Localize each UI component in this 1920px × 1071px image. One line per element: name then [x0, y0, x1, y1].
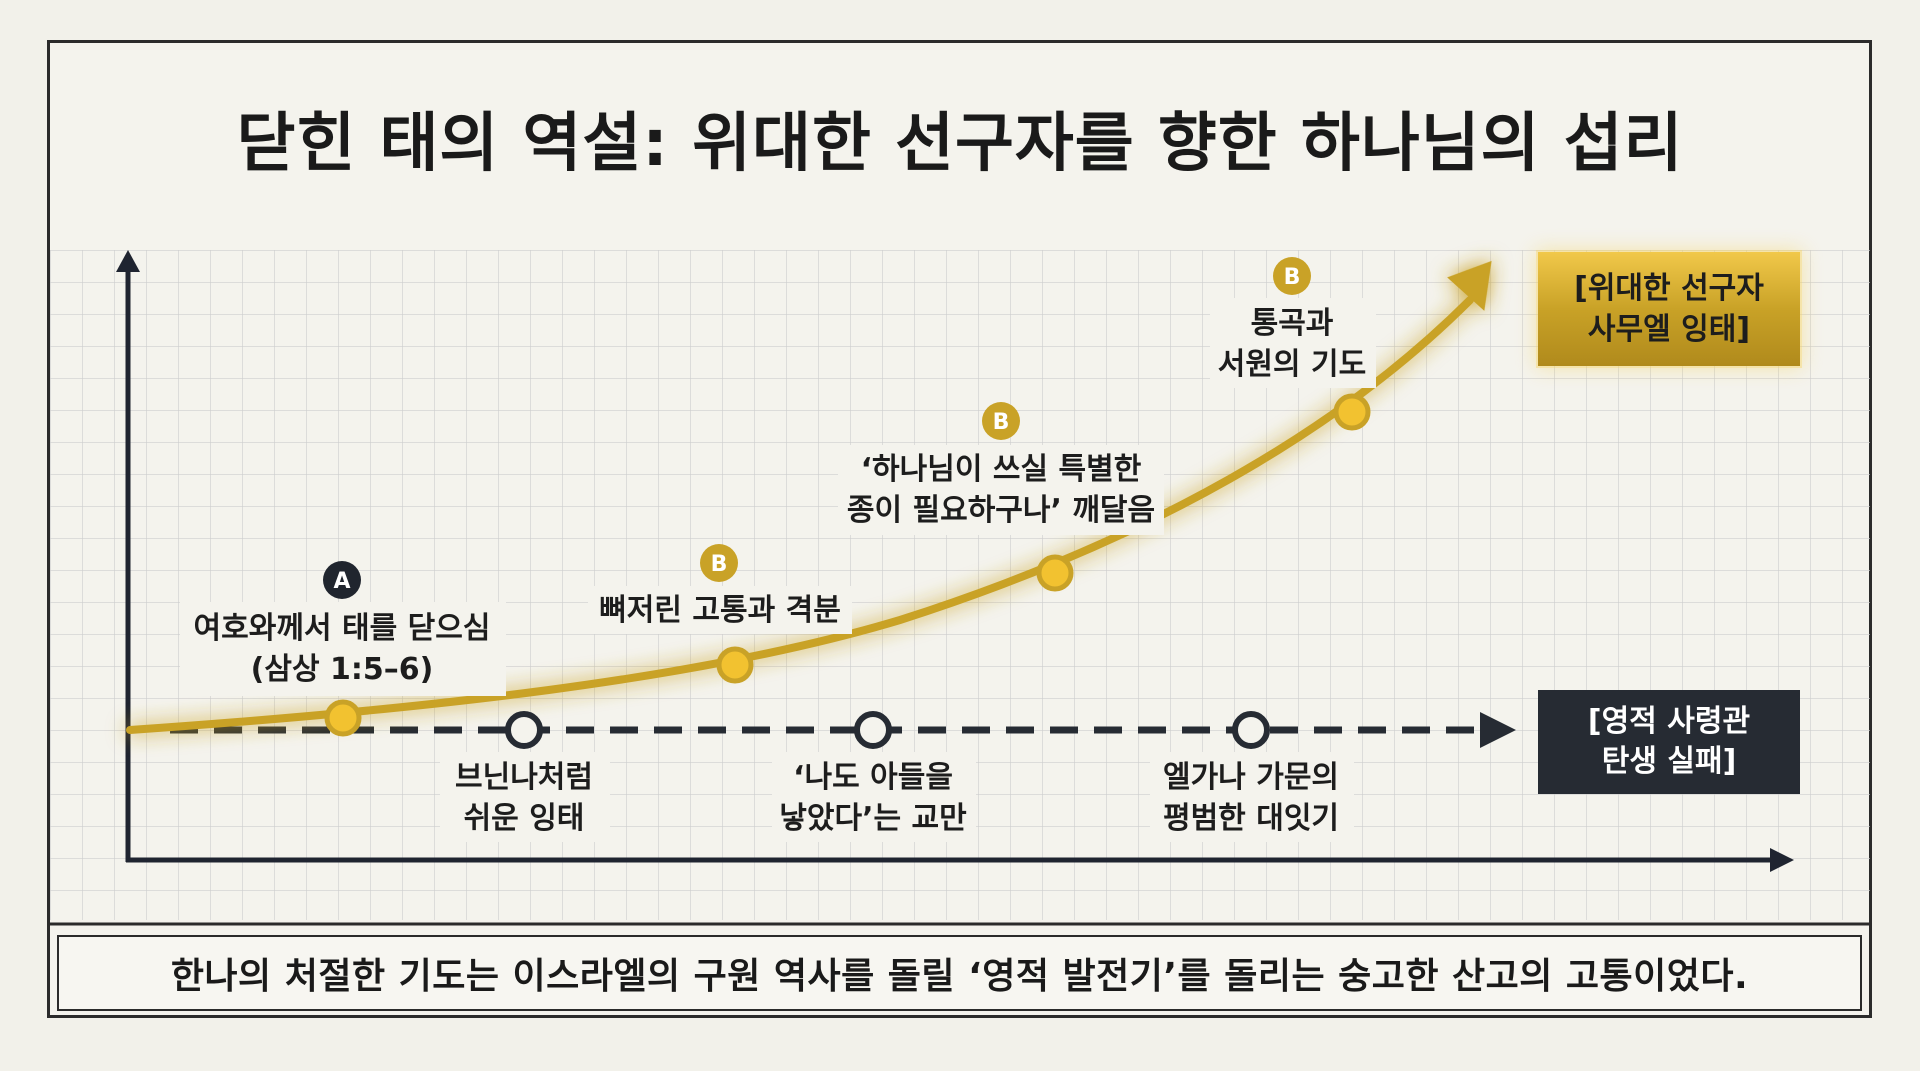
flat-label-2-line1: ‘나도 아들을	[793, 760, 953, 795]
badge-b2: B	[982, 402, 1020, 440]
flat-label-3-line1: 엘가나 가문의	[1163, 760, 1339, 795]
rising-label-a-line2: (삼상 1:5–6)	[251, 652, 434, 687]
label-bg	[772, 752, 976, 842]
badge-b1: B	[700, 544, 738, 582]
outcome-success-box	[1538, 252, 1800, 366]
flat-node-3	[1232, 711, 1270, 749]
rising-label-b1: 뼈저린 고통과 격분	[588, 586, 852, 634]
label-bg	[1210, 298, 1376, 388]
x-axis-arrowhead	[1770, 848, 1794, 872]
label-bg	[180, 602, 506, 696]
label-bg	[1150, 752, 1354, 842]
outcome-failure-line1: [영적 사령관	[1588, 704, 1750, 739]
rising-label-a: 여호와께서 태를 닫으심 (삼상 1:5–6)	[180, 602, 506, 696]
badge-b3: B	[1273, 257, 1311, 295]
flat-nodes	[505, 711, 1270, 749]
outcome-failure-line2: 탄생 실패]	[1602, 744, 1737, 779]
flat-label-1-line2: 쉬운 잉태	[464, 801, 585, 836]
rising-node-b3	[1333, 393, 1371, 431]
flat-label-1: 브닌나처럼 쉬운 잉태	[440, 752, 610, 842]
flat-node-2	[854, 711, 892, 749]
badge-a: A	[323, 561, 361, 599]
flat-label-3-line2: 평범한 대잇기	[1163, 801, 1339, 836]
rising-nodes	[324, 393, 1371, 737]
badge-b3-circle	[1273, 257, 1311, 295]
badge-a-circle	[323, 561, 361, 599]
label-bg	[588, 586, 852, 634]
badge-b3-label: B	[1284, 265, 1301, 290]
label-bg	[838, 445, 1164, 535]
badge-a-label: A	[333, 569, 350, 594]
rising-label-b3-line1: 통곡과	[1251, 306, 1334, 341]
rising-label-b3-line2: 서원의 기도	[1218, 347, 1366, 382]
flat-label-3: 엘가나 가문의 평범한 대잇기	[1150, 752, 1354, 842]
outcome-failure: [영적 사령관 탄생 실패]	[1538, 690, 1800, 794]
label-bg	[440, 752, 610, 842]
badge-b2-label: B	[993, 410, 1010, 435]
outcome-success-line2: 사무엘 잉태]	[1588, 312, 1750, 347]
rising-label-a-line1: 여호와께서 태를 닫으심	[194, 611, 491, 646]
flat-path-arrowhead	[1480, 712, 1516, 748]
page-title: 닫힌 태의 역설: 위대한 선구자를 향한 하나님의 섭리	[236, 107, 1684, 181]
rising-path	[126, 260, 1492, 734]
rising-node-a	[324, 699, 362, 737]
outcome-failure-box	[1538, 690, 1800, 794]
y-axis-arrowhead	[116, 250, 140, 272]
badge-b1-label: B	[711, 552, 728, 577]
flat-node-1	[505, 711, 543, 749]
flat-label-2-line2: 낳았다’는 교만	[779, 801, 967, 836]
rising-label-b2-line1: ‘하나님이 쓰실 특별한	[861, 452, 1142, 487]
rising-node-b1	[716, 646, 754, 684]
rising-label-b3: 통곡과 서원의 기도	[1210, 298, 1376, 388]
axes	[116, 250, 1794, 872]
caption-box: 한나의 처절한 기도는 이스라엘의 구원 역사를 돌릴 ‘영적 발전기’를 돌리…	[57, 935, 1862, 1011]
rising-label-b1-line1: 뼈저린 고통과 격분	[599, 593, 841, 628]
rising-path-curve	[126, 296, 1474, 734]
badge-b2-circle	[982, 402, 1020, 440]
rising-node-b2	[1036, 554, 1074, 592]
caption-text: 한나의 처절한 기도는 이스라엘의 구원 역사를 돌릴 ‘영적 발전기’를 돌리…	[170, 956, 1749, 997]
flat-label-2: ‘나도 아들을 낳았다’는 교만	[772, 752, 976, 842]
flat-path	[170, 712, 1516, 748]
rising-label-b2: ‘하나님이 쓰실 특별한 종이 필요하구나’ 깨달음	[838, 445, 1164, 535]
flat-label-1-line1: 브닌나처럼	[455, 760, 593, 795]
outcome-success-line1: [위대한 선구자	[1574, 271, 1764, 306]
rising-label-b2-line2: 종이 필요하구나’ 깨달음	[847, 493, 1155, 528]
outcome-success: [위대한 선구자 사무엘 잉태]	[1536, 250, 1802, 368]
rising-path-arrowhead	[1447, 260, 1492, 311]
badge-b1-circle	[700, 544, 738, 582]
